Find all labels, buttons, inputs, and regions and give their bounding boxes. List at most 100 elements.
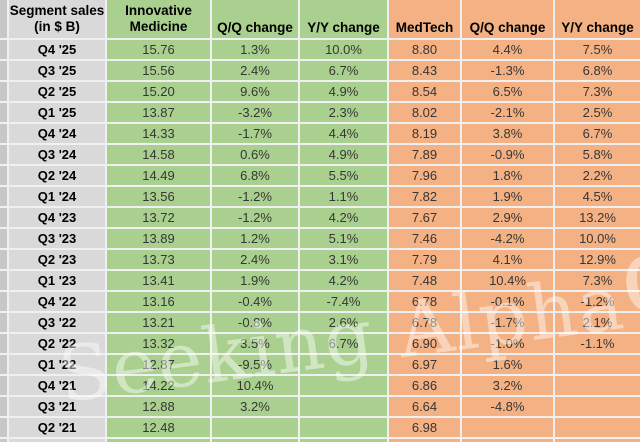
quarter-cell: Q3 '21 [9, 397, 105, 416]
table-row: Q3 '23 13.89 1.2% 5.1% 7.46 -4.2% 10.0% [0, 229, 640, 248]
im-qq-cell: 10.4% [212, 376, 298, 395]
mt-qq-cell: 4.4% [462, 40, 553, 59]
medtech-sales-cell: 6.90 [389, 334, 460, 353]
medtech-sales-cell: 7.82 [389, 187, 460, 206]
medtech-sales-cell: 8.80 [389, 40, 460, 59]
table-row: Q1 '24 13.56 -1.2% 1.1% 7.82 1.9% 4.5% [0, 187, 640, 206]
im-qq-cell: 9.6% [212, 82, 298, 101]
im-sales-cell: 13.21 [107, 313, 210, 332]
innovative-medicine-header-line1: Innovative [125, 3, 192, 18]
im-sales-cell [107, 439, 210, 442]
im-sales-cell: 15.20 [107, 82, 210, 101]
quarter-cell: Q2 '22 [9, 334, 105, 353]
mt-yy-cell: 7.3% [555, 82, 640, 101]
mt-yy-cell: 2.2% [555, 166, 640, 185]
im-qq-cell: -3.2% [212, 103, 298, 122]
im-yy-cell [300, 355, 387, 374]
medtech-sales-cell: 7.96 [389, 166, 460, 185]
medtech-sales-cell: 7.48 [389, 271, 460, 290]
medtech-sales-cell: 6.78 [389, 313, 460, 332]
table-row: Q3 '21 12.88 3.2% 6.64 -4.8% [0, 397, 640, 416]
im-sales-cell: 13.72 [107, 208, 210, 227]
left-strip-cell [0, 0, 7, 38]
im-yy-cell: 4.9% [300, 82, 387, 101]
table-row: Q4 '24 14.33 -1.7% 4.4% 8.19 3.8% 6.7% [0, 124, 640, 143]
mt-yy-cell: -1.2% [555, 292, 640, 311]
im-sales-cell: 14.58 [107, 145, 210, 164]
mt-yy-cell: 6.8% [555, 61, 640, 80]
table-row: Q1 '22 12.87 -9.5% 6.97 1.6% [0, 355, 640, 374]
medtech-sales-cell: 6.78 [389, 292, 460, 311]
left-strip-cell [0, 271, 7, 290]
left-strip-cell [0, 82, 7, 101]
im-qq-cell: 0.6% [212, 145, 298, 164]
table-row: Q3 '25 15.56 2.4% 6.7% 8.43 -1.3% 6.8% [0, 61, 640, 80]
im-qq-cell: 1.9% [212, 271, 298, 290]
im-qq-cell: -1.2% [212, 208, 298, 227]
mt-yy-cell [555, 355, 640, 374]
mt-qq-cell: -0.9% [462, 145, 553, 164]
mt-yy-cell [555, 418, 640, 437]
im-qq-cell: -0.4% [212, 292, 298, 311]
table-row: Q4 '23 13.72 -1.2% 4.2% 7.67 2.9% 13.2% [0, 208, 640, 227]
im-yy-cell: 3.1% [300, 250, 387, 269]
left-strip-cell [0, 313, 7, 332]
table-row: Q4 '25 15.76 1.3% 10.0% 8.80 4.4% 7.5% [0, 40, 640, 59]
im-yy-cell: -7.4% [300, 292, 387, 311]
quarter-cell: Q1 '22 [9, 355, 105, 374]
left-strip-cell [0, 187, 7, 206]
table-row: Q2 '23 13.73 2.4% 3.1% 7.79 4.1% 12.9% [0, 250, 640, 269]
mt-qq-cell [462, 418, 553, 437]
quarter-cell: Q1 '23 [9, 271, 105, 290]
medtech-sales-cell [389, 439, 460, 442]
im-yy-cell: 2.3% [300, 103, 387, 122]
left-strip-cell [0, 103, 7, 122]
segment-sales-header: Segment sales (in $ B) [9, 0, 105, 38]
table-row: Q4 '22 13.16 -0.4% -7.4% 6.78 -0.1% -1.2% [0, 292, 640, 311]
left-strip-cell [0, 397, 7, 416]
mt-qq-cell: -0.1% [462, 292, 553, 311]
im-yy-cell [300, 397, 387, 416]
medtech-header: MedTech [389, 0, 460, 38]
quarter-cell: Q3 '25 [9, 61, 105, 80]
im-yy-cell [300, 439, 387, 442]
quarter-cell: Q1 '24 [9, 187, 105, 206]
mt-yy-cell [555, 439, 640, 442]
mt-qq-cell: 1.8% [462, 166, 553, 185]
mt-yy-cell: 5.8% [555, 145, 640, 164]
im-qq-cell: 3.2% [212, 397, 298, 416]
im-yy-cell: 4.2% [300, 271, 387, 290]
medtech-sales-cell: 6.97 [389, 355, 460, 374]
innovative-medicine-header-line2: Medicine [129, 19, 188, 34]
quarter-cell: Q4 '22 [9, 292, 105, 311]
im-qq-cell: -1.2% [212, 187, 298, 206]
mt-yy-cell: 6.7% [555, 124, 640, 143]
im-sales-cell: 13.87 [107, 103, 210, 122]
im-yy-cell: 5.5% [300, 166, 387, 185]
im-sales-cell: 13.89 [107, 229, 210, 248]
quarter-cell: Q4 '21 [9, 376, 105, 395]
im-sales-cell: 12.88 [107, 397, 210, 416]
mt-qq-cell: 1.6% [462, 355, 553, 374]
medtech-sales-cell: 8.43 [389, 61, 460, 80]
im-sales-cell: 13.41 [107, 271, 210, 290]
mt-qq-cell: 10.4% [462, 271, 553, 290]
im-sales-cell: 13.16 [107, 292, 210, 311]
im-qq-cell: 6.8% [212, 166, 298, 185]
mt-qq-cell: 3.8% [462, 124, 553, 143]
im-qq-cell [212, 418, 298, 437]
mt-yy-cell [555, 397, 640, 416]
medtech-sales-cell: 8.19 [389, 124, 460, 143]
left-strip-cell [0, 418, 7, 437]
quarter-cell: Q2 '23 [9, 250, 105, 269]
medtech-sales-cell: 7.79 [389, 250, 460, 269]
quarter-cell: Q3 '23 [9, 229, 105, 248]
table-row: Q3 '22 13.21 -0.8% 2.6% 6.78 -1.7% 2.1% [0, 313, 640, 332]
quarter-cell: Q4 '23 [9, 208, 105, 227]
quarter-cell: Q4 '24 [9, 124, 105, 143]
mt-qq-cell: 1.9% [462, 187, 553, 206]
left-strip-cell [0, 229, 7, 248]
left-strip-cell [0, 292, 7, 311]
segment-sales-header-line2: (in $ B) [34, 19, 80, 34]
